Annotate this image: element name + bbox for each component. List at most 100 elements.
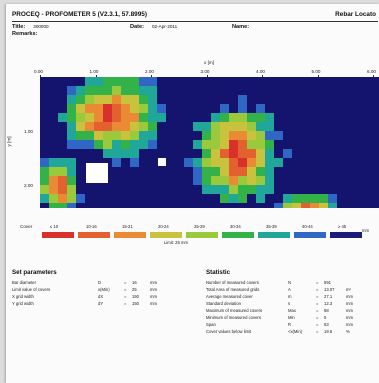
map-cell (58, 176, 67, 185)
statistic-value: 53 (324, 322, 329, 327)
map-cell (85, 77, 94, 86)
map-cell (193, 140, 202, 149)
map-cell (238, 194, 247, 203)
set-parameters-symbol: dY (98, 301, 104, 306)
map-cell (130, 113, 139, 122)
map-cell (220, 185, 229, 194)
x-tick-label: 4.00 (256, 69, 265, 74)
map-cell (229, 158, 238, 167)
map-cell (139, 86, 148, 95)
legend-item-label: 35-39 (266, 224, 277, 229)
set-parameters-value: 25 (132, 287, 137, 292)
statistic-eq: = (316, 294, 319, 299)
map-cell (58, 167, 67, 176)
map-cell (238, 167, 247, 176)
map-cell (229, 194, 238, 203)
map-cell (265, 167, 274, 176)
map-cell (301, 194, 310, 203)
map-cell (49, 167, 58, 176)
statistic-unit: mm (346, 294, 353, 299)
map-cell (58, 113, 67, 122)
legend-swatch (330, 232, 362, 238)
map-cell (49, 158, 58, 167)
map-cell (274, 131, 283, 140)
y-tick-label: 1.00 (24, 128, 33, 134)
map-cell (256, 104, 265, 113)
map-cell (247, 122, 256, 131)
map-cell (256, 167, 265, 176)
map-cell (76, 95, 85, 104)
map-cell (202, 140, 211, 149)
app-title: PROCEQ - PROFOMETER 5 (V2.3.1, 57.8995) (12, 11, 147, 18)
map-cell (238, 158, 247, 167)
map-cell (202, 149, 211, 158)
x-tick-mark (151, 75, 152, 77)
map-cell (220, 158, 229, 167)
set-parameters-unit: mm (150, 287, 157, 292)
map-cell (193, 167, 202, 176)
legend-label: Cover (20, 224, 33, 229)
x-tick-label: 3.00 (200, 69, 210, 74)
map-cell (256, 140, 265, 149)
map-cell (112, 77, 121, 86)
set-parameters-label: Y grid width (12, 301, 34, 306)
map-cell (76, 194, 85, 203)
set-parameters-symbol: x(Min) (98, 287, 110, 292)
map-cell (121, 104, 130, 113)
set-parameters-eq: = (124, 301, 127, 306)
map-cell (265, 149, 274, 158)
map-cell (94, 86, 103, 95)
map-cell (85, 140, 94, 149)
map-cell (256, 122, 265, 131)
map-cell (40, 185, 49, 194)
map-cell (292, 203, 301, 208)
map-cell (211, 113, 220, 122)
map-cell (67, 194, 76, 203)
map-cell (256, 149, 265, 158)
map-cell (265, 140, 274, 149)
legend-swatch (78, 232, 110, 238)
map-cell (67, 122, 76, 131)
map-cell (139, 113, 148, 122)
map-cell (94, 113, 103, 122)
map-cell (40, 176, 49, 185)
map-cell (229, 176, 238, 185)
legend-swatch (150, 232, 182, 238)
map-cell (157, 113, 166, 122)
map-cell (130, 104, 139, 113)
map-cell (202, 176, 211, 185)
map-cell (67, 113, 76, 122)
map-cell (238, 131, 247, 140)
map-cell (220, 104, 229, 113)
statistic-unit: mm (346, 322, 353, 327)
map-cell (229, 149, 238, 158)
map-cell (256, 185, 265, 194)
map-cell (58, 203, 67, 208)
map-cell (265, 158, 274, 167)
map-cell (121, 113, 130, 122)
map-cell (220, 140, 229, 149)
map-cell (247, 176, 256, 185)
map-cell (139, 77, 148, 86)
map-cell (283, 149, 292, 158)
map-cell (238, 113, 247, 122)
map-cell (220, 122, 229, 131)
map-cell (202, 122, 211, 131)
map-cell (238, 176, 247, 185)
map-cell (130, 131, 139, 140)
map-cell (148, 113, 157, 122)
map-cell (301, 203, 310, 208)
map-cell (283, 194, 292, 203)
date-label: Date: (130, 24, 144, 30)
map-cell (58, 194, 67, 203)
map-cell (265, 176, 274, 185)
legend-swatch (42, 232, 74, 238)
title-value: 300000 (33, 24, 49, 29)
map-cell (211, 185, 220, 194)
statistic-label: Standard deviation (206, 301, 241, 306)
map-cell (49, 176, 58, 185)
map-cell (112, 140, 121, 149)
map-cell (103, 104, 112, 113)
x-tick-mark (317, 75, 319, 77)
map-cell (193, 176, 202, 185)
